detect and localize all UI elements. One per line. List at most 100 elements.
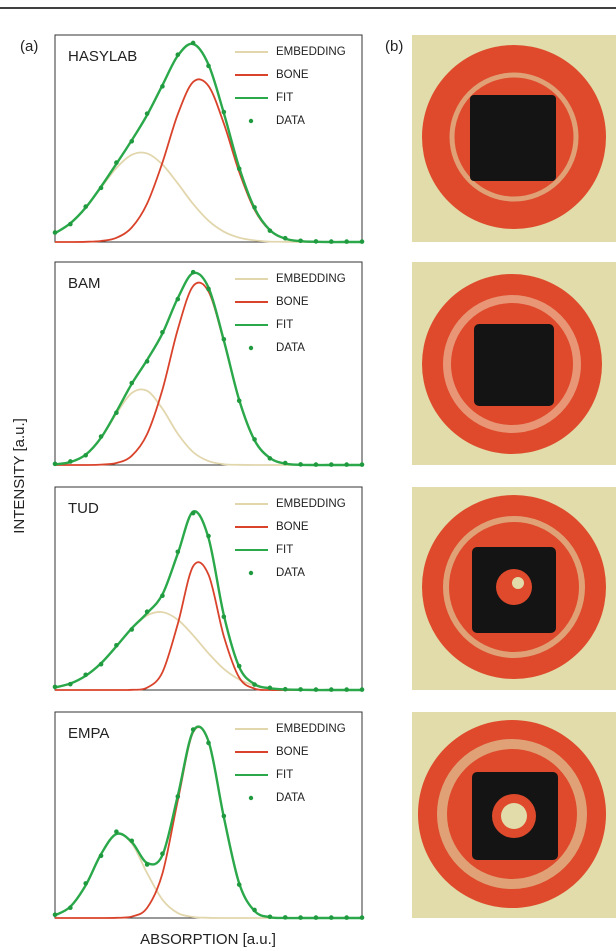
data-point (329, 462, 334, 467)
data-point (114, 410, 119, 415)
data-point (222, 814, 227, 819)
data-point (99, 186, 104, 191)
data-point (206, 64, 211, 69)
panel-label: (b) (385, 38, 403, 55)
data-point (99, 662, 104, 667)
figure: (a) (b) INTENSITY [a.u.] ABSORPTION [a.u… (0, 0, 616, 951)
data-point (268, 914, 273, 919)
series-line (55, 727, 362, 918)
data-point (283, 236, 288, 241)
data-point (298, 462, 303, 467)
legend-label: EMBEDDING (276, 498, 346, 510)
data-point (129, 627, 134, 632)
data-point (344, 239, 349, 244)
data-point (191, 270, 196, 275)
legend-label: DATA (276, 792, 305, 804)
legend-marker (249, 796, 253, 800)
tomogram (412, 262, 616, 465)
legend-label: BONE (276, 296, 309, 308)
page: {"figure": {"panel_labels": ["(a)", "(b)… (0, 0, 616, 951)
legend-marker (249, 346, 253, 350)
data-point (206, 741, 211, 746)
data-point (53, 462, 58, 467)
data-point (114, 160, 119, 165)
series-line (55, 153, 362, 242)
data-point (53, 912, 58, 917)
data-point (344, 915, 349, 920)
series-line (55, 562, 362, 690)
data-point (53, 685, 58, 690)
series-line (55, 79, 362, 242)
data-point (160, 84, 165, 89)
legend-label: BONE (276, 69, 309, 81)
data-point (145, 862, 150, 867)
data-point (360, 239, 365, 244)
tomogram (412, 35, 616, 242)
plot-frame (55, 487, 362, 690)
data-point (283, 687, 288, 692)
legend-label: FIT (276, 319, 293, 331)
series-line (55, 727, 362, 919)
data-point (176, 52, 181, 57)
data-point (160, 851, 165, 856)
panel: TUD EMBEDDING BONE FIT DATA (53, 487, 365, 692)
legend-label: EMBEDDING (276, 723, 346, 735)
data-point (145, 111, 150, 116)
data-point (191, 41, 196, 46)
data-point (252, 908, 257, 913)
data-point (360, 915, 365, 920)
panel-title: EMPA (68, 725, 109, 742)
x-axis-label: ABSORPTION [a.u.] (140, 931, 276, 948)
data-point (283, 915, 288, 920)
panel-title: BAM (68, 275, 101, 292)
data-point (191, 727, 196, 732)
data-point (145, 359, 150, 364)
legend-marker (249, 571, 253, 575)
legend-label: DATA (276, 567, 305, 579)
data-point (99, 434, 104, 439)
data-point (237, 398, 242, 403)
series-line (55, 44, 362, 242)
data-point (83, 672, 88, 677)
data-point (160, 330, 165, 335)
data-point (344, 687, 349, 692)
data-point (268, 456, 273, 461)
data-point (314, 462, 319, 467)
data-point (314, 915, 319, 920)
data-point (53, 230, 58, 235)
data-point (252, 205, 257, 210)
data-point (83, 881, 88, 886)
data-point (237, 166, 242, 171)
data-point (83, 204, 88, 209)
data-point (329, 915, 334, 920)
legend-label: DATA (276, 342, 305, 354)
legend-label: EMBEDDING (276, 46, 346, 58)
data-point (176, 794, 181, 799)
data-point (191, 511, 196, 516)
data-point (160, 593, 165, 598)
legend-label: BONE (276, 521, 309, 533)
y-axis-label: INTENSITY [a.u.] (11, 418, 28, 534)
data-point (329, 687, 334, 692)
data-point (176, 550, 181, 555)
data-point (129, 838, 134, 843)
panel-title: TUD (68, 500, 99, 517)
legend-label: FIT (276, 92, 293, 104)
data-point (114, 829, 119, 834)
data-point (268, 686, 273, 691)
data-point (283, 461, 288, 466)
data-point (176, 297, 181, 302)
data-point (268, 228, 273, 233)
data-point (99, 853, 104, 858)
data-point (222, 337, 227, 342)
data-point (68, 905, 73, 910)
data-point (68, 222, 73, 227)
legend-label: FIT (276, 544, 293, 556)
tomogram (412, 487, 616, 690)
data-point (252, 682, 257, 687)
data-point (329, 239, 334, 244)
tomogram-images (412, 35, 616, 918)
